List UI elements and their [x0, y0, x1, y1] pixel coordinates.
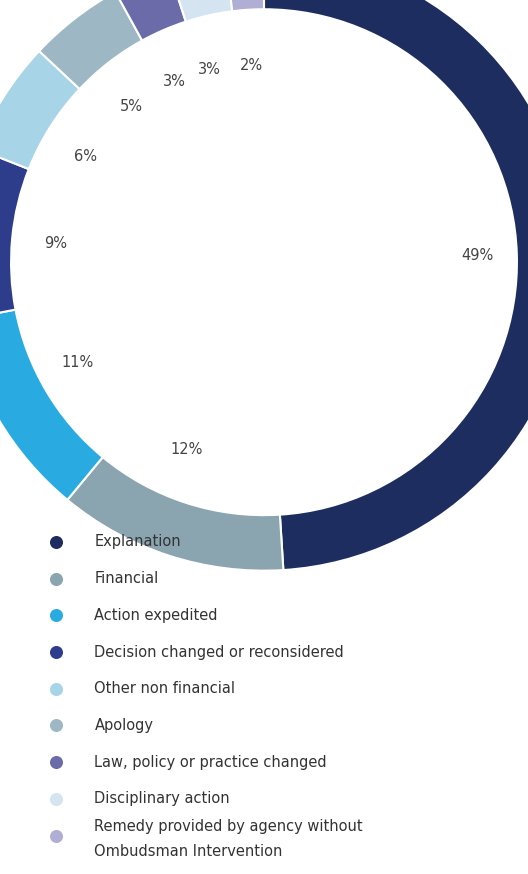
Text: Remedy provided by agency without: Remedy provided by agency without — [95, 819, 363, 835]
Text: Other non financial: Other non financial — [95, 681, 235, 697]
Text: 12%: 12% — [171, 442, 203, 457]
Text: Action expedited: Action expedited — [95, 607, 218, 623]
Text: 5%: 5% — [120, 99, 143, 114]
Text: 3%: 3% — [198, 62, 221, 77]
Text: 9%: 9% — [44, 236, 68, 251]
Text: Explanation: Explanation — [95, 534, 181, 550]
Text: Disciplinary action: Disciplinary action — [95, 791, 230, 807]
Wedge shape — [0, 149, 29, 320]
Text: 49%: 49% — [461, 248, 494, 263]
Wedge shape — [0, 309, 103, 500]
Text: Apology: Apology — [95, 718, 154, 733]
Wedge shape — [168, 0, 232, 22]
Text: 3%: 3% — [163, 73, 186, 88]
Text: Decision changed or reconsidered: Decision changed or reconsidered — [95, 644, 344, 660]
Text: Financial: Financial — [95, 571, 158, 586]
Wedge shape — [116, 0, 186, 40]
Wedge shape — [225, 0, 264, 11]
Wedge shape — [0, 51, 80, 169]
Text: Ombudsman Intervention: Ombudsman Intervention — [95, 843, 283, 859]
Wedge shape — [264, 0, 528, 570]
Wedge shape — [39, 0, 142, 89]
Text: 6%: 6% — [74, 149, 97, 164]
Text: 2%: 2% — [240, 58, 263, 73]
Text: Law, policy or practice changed: Law, policy or practice changed — [95, 754, 327, 770]
Wedge shape — [68, 457, 284, 571]
Text: 11%: 11% — [62, 355, 94, 371]
